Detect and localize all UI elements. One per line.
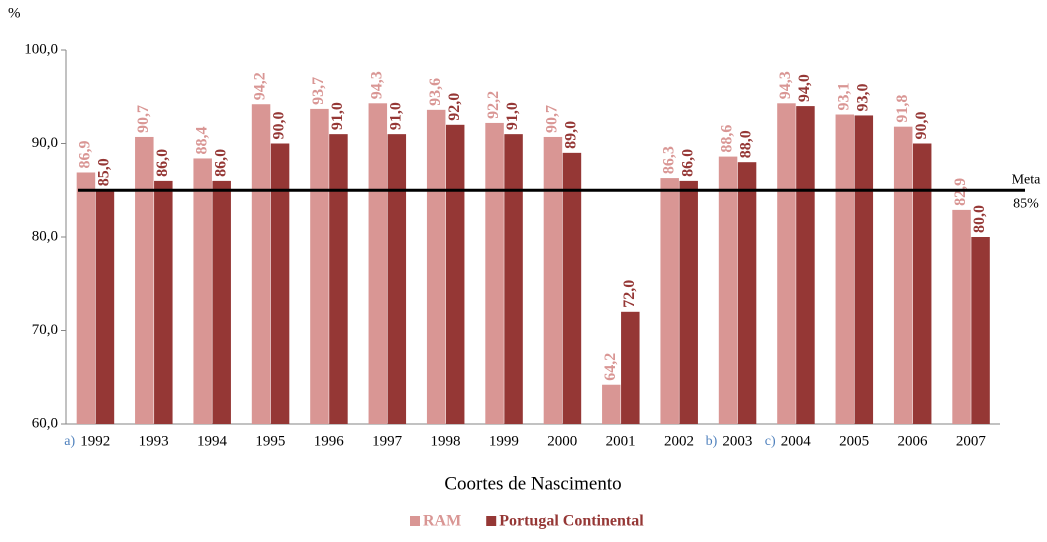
x-tick-label: 2002 xyxy=(664,433,694,449)
x-tick-label: 1998 xyxy=(430,433,460,449)
value-label: 91,0 xyxy=(504,102,521,130)
bar xyxy=(718,156,738,424)
value-label: 92,0 xyxy=(446,93,463,121)
value-label: 94,3 xyxy=(777,71,794,99)
bar xyxy=(212,180,231,424)
value-label: 88,4 xyxy=(193,126,210,154)
reference-label: Meta xyxy=(1012,172,1042,187)
value-label: 90,0 xyxy=(913,112,930,140)
bar xyxy=(602,384,621,424)
value-label: 86,0 xyxy=(154,149,171,177)
value-label: 90,7 xyxy=(544,105,561,133)
bar xyxy=(251,104,271,424)
value-label: 94,0 xyxy=(796,74,813,102)
value-label: 86,9 xyxy=(77,140,94,168)
x-tick-label: 2007 xyxy=(956,433,987,449)
bar xyxy=(952,209,971,424)
x-tick-label: 1992 xyxy=(80,433,110,449)
value-label: 88,6 xyxy=(719,125,736,153)
value-label: 72,0 xyxy=(621,280,638,308)
x-tick-label: 2001 xyxy=(606,433,636,449)
x-tick-label: 2006 xyxy=(897,433,928,449)
x-tick-label: 1993 xyxy=(139,433,169,449)
annotation: a) xyxy=(64,434,75,449)
value-label: 93,7 xyxy=(310,77,327,105)
y-tick-label: 100,0 xyxy=(24,41,58,57)
bar xyxy=(777,103,796,425)
bar xyxy=(562,152,582,424)
x-tick-label: 2004 xyxy=(781,433,812,449)
value-label: 94,3 xyxy=(368,71,385,99)
bar xyxy=(329,134,348,424)
bar xyxy=(310,108,329,424)
value-label: 86,0 xyxy=(212,149,229,177)
bar xyxy=(445,124,465,425)
value-label: 80,0 xyxy=(971,205,988,233)
bar xyxy=(737,162,757,424)
bar xyxy=(270,143,290,424)
x-tick-label: 1996 xyxy=(314,433,345,449)
bar xyxy=(135,136,154,424)
value-label: 90,7 xyxy=(135,105,152,133)
value-label: 64,2 xyxy=(602,353,619,381)
legend-swatch xyxy=(486,516,497,526)
bar xyxy=(893,126,913,425)
y-tick-label: 90,0 xyxy=(32,135,58,151)
value-label: 89,0 xyxy=(563,121,580,149)
bar xyxy=(796,106,815,424)
value-label: 88,0 xyxy=(738,130,755,158)
bar xyxy=(660,178,679,424)
bar xyxy=(912,143,932,424)
value-label: 92,2 xyxy=(485,91,502,119)
x-tick-label: 2005 xyxy=(839,433,869,449)
bar xyxy=(679,180,698,424)
x-tick-label: 2003 xyxy=(722,433,752,449)
x-tick-label: 1999 xyxy=(489,433,519,449)
value-label: 85,0 xyxy=(96,158,113,186)
reference-label: 85% xyxy=(1013,196,1039,211)
y-tick-label: 60,0 xyxy=(32,415,58,431)
value-label: 86,0 xyxy=(679,149,696,177)
bar xyxy=(504,134,523,424)
value-label: 91,0 xyxy=(329,102,346,130)
value-label: 93,6 xyxy=(427,78,444,106)
legend-swatch xyxy=(410,516,420,526)
y-unit-label: % xyxy=(8,5,21,21)
bar xyxy=(485,122,504,425)
bar xyxy=(193,158,212,424)
x-tick-label: 1994 xyxy=(197,433,228,449)
y-tick-label: 80,0 xyxy=(32,228,58,244)
bar xyxy=(95,190,115,424)
y-tick-label: 70,0 xyxy=(32,322,58,338)
bar xyxy=(76,172,96,424)
value-label: 91,8 xyxy=(894,95,911,123)
bar xyxy=(621,311,640,424)
value-label: 91,0 xyxy=(387,102,404,130)
value-label: 93,1 xyxy=(835,83,852,111)
bar xyxy=(154,180,173,424)
value-label: 93,0 xyxy=(854,83,871,111)
bar xyxy=(971,237,990,424)
bar xyxy=(835,114,855,424)
bar xyxy=(854,115,874,424)
value-label: 94,2 xyxy=(252,72,269,100)
value-label: 90,0 xyxy=(271,112,288,140)
bar xyxy=(387,134,407,424)
legend-label: Portugal Continental xyxy=(499,513,644,530)
x-tick-label: 1997 xyxy=(372,433,403,449)
value-label: 82,9 xyxy=(952,178,969,206)
x-axis-title: Coortes de Nascimento xyxy=(444,473,621,494)
bar xyxy=(543,136,563,424)
annotation: b) xyxy=(706,434,718,449)
bar xyxy=(368,103,388,425)
value-label: 86,3 xyxy=(660,146,677,174)
legend-label: RAM xyxy=(423,513,461,530)
bar xyxy=(426,109,446,424)
x-tick-label: 1995 xyxy=(255,433,285,449)
x-tick-label: 2000 xyxy=(547,433,577,449)
annotation: c) xyxy=(765,434,776,449)
